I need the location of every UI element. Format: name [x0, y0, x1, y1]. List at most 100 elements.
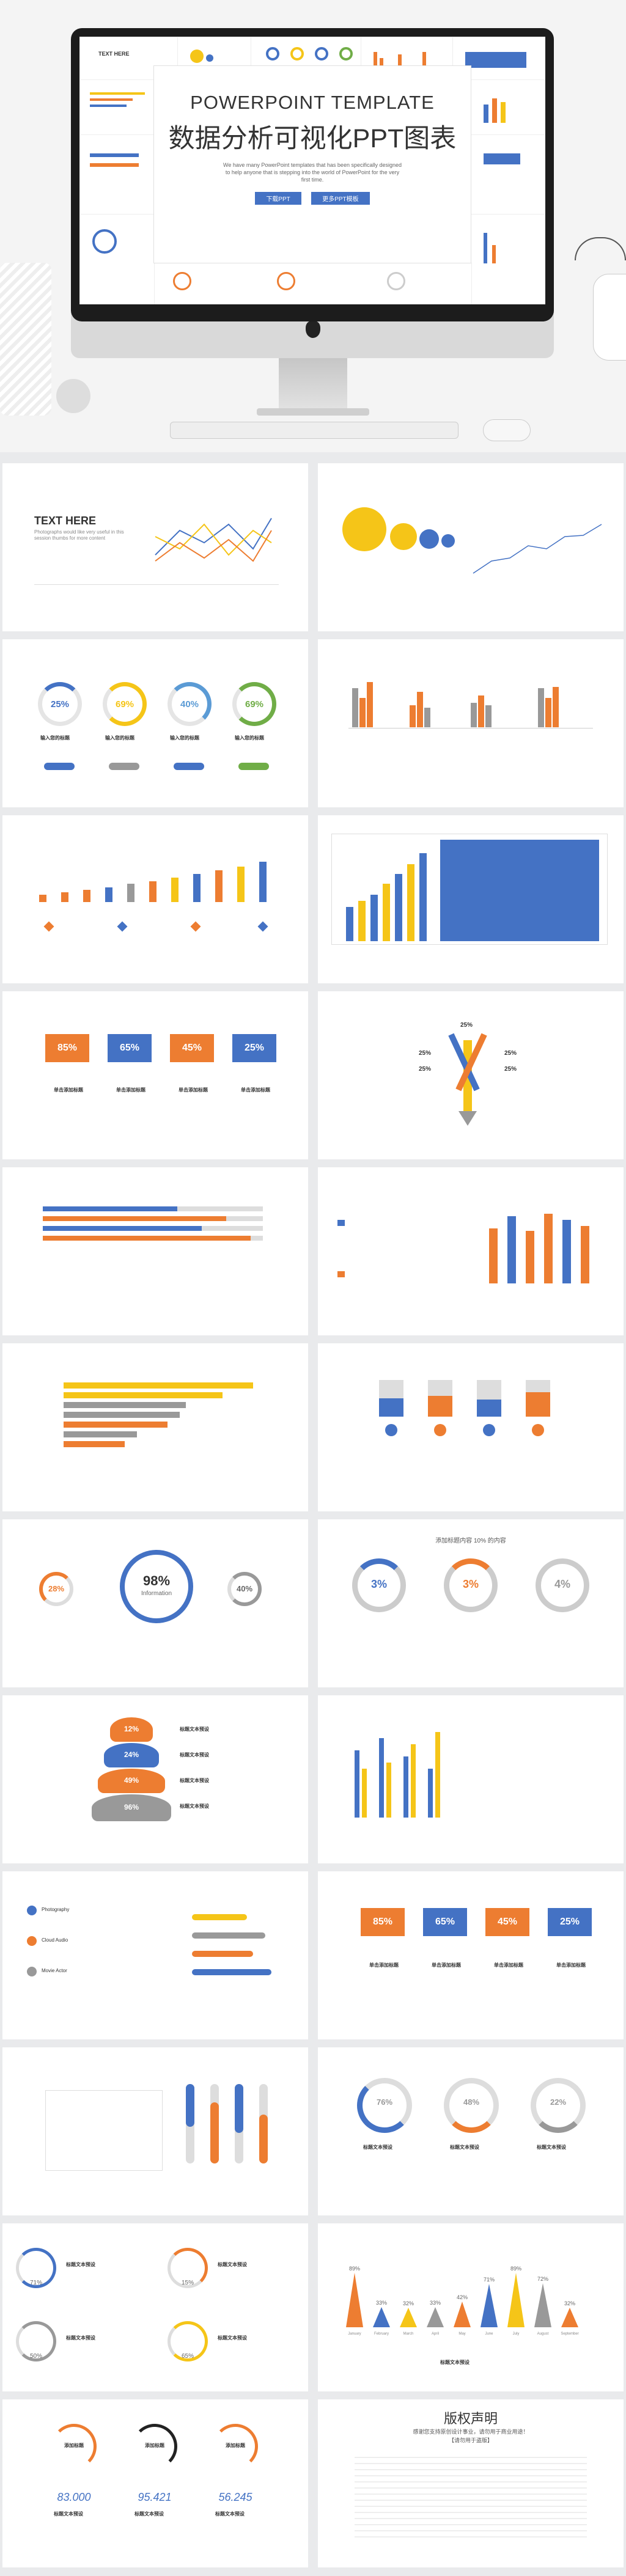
pyramid-label-1: 标题文本预设: [180, 1727, 209, 1732]
triangle-month-label: January: [348, 2332, 361, 2336]
icon-ring-label-1: 标题文本预设: [66, 2262, 95, 2267]
stat-ring-label-1: 添加标题: [64, 2443, 84, 2448]
kettle-decoration: [593, 274, 626, 361]
title-en: POWERPOINT TEMPLATE: [190, 92, 435, 113]
pencil-pct-1: 25%: [460, 1022, 473, 1029]
slide-12-stacked: [318, 1343, 624, 1511]
pyramid-percent-3: 49%: [123, 1776, 139, 1785]
thumb-9: [471, 134, 545, 215]
banner2-label-2: 单击添加标题: [432, 1962, 461, 1968]
keyboard: [170, 422, 458, 439]
title-card: POWERPOINT TEMPLATE 数据分析可视化PPT图表 We have…: [154, 66, 471, 263]
pill-button-1[interactable]: [44, 763, 75, 770]
pill-button-4[interactable]: [238, 763, 269, 770]
arc-percent-2: 48%: [463, 2097, 480, 2107]
slide-2-bubbles: [318, 463, 624, 631]
triangle-month-label: August: [537, 2332, 549, 2336]
slide-18-banners: 85% 65% 45% 25% 单击添加标题 单击添加标题 单击添加标题 单击添…: [318, 1871, 624, 2039]
hero-section: TEXT HERE: [0, 0, 626, 452]
triangle-bar: [481, 2284, 498, 2327]
more-templates-button[interactable]: 更多PPT模板: [311, 192, 370, 205]
bullet-3: Movie Actor: [42, 1968, 67, 1973]
banner-label-2: 单击添加标题: [116, 1087, 145, 1093]
triangle-bar: [400, 2308, 417, 2327]
mouse: [483, 419, 531, 441]
ring-slide-title: 添加标题内容 10% 的内容: [435, 1538, 506, 1544]
banner-label-3: 单击添加标题: [179, 1087, 208, 1093]
slide-9-hbar: [2, 1167, 308, 1335]
icon-ring-label-4: 标题文本预设: [218, 2335, 247, 2341]
triangle-value-label: 89%: [510, 2266, 521, 2272]
triangle-bar: [346, 2273, 363, 2327]
stat-ring-label-3: 添加标题: [226, 2443, 245, 2448]
ring-percent-2: 3%: [462, 1578, 479, 1590]
thumb-8: [79, 134, 155, 215]
pyramid-label-3: 标题文本预设: [180, 1778, 209, 1783]
pencil-pct-5: 25%: [504, 1066, 517, 1073]
slide-24-copyright: 版权声明 感谢您支持原创设计事业，请勿用于商业用途！ 【请勿用于盗版】: [318, 2399, 624, 2567]
triangle-month-label: April: [432, 2332, 439, 2336]
slide-title: TEXT HERE: [34, 515, 97, 527]
triangle-value-label: 32%: [403, 2300, 414, 2306]
download-button[interactable]: 下载PPT: [255, 192, 301, 205]
big-label: Information: [141, 1590, 172, 1597]
thumb-7: [471, 79, 545, 136]
right-percent: 40%: [236, 1584, 253, 1593]
triangle-value-label: 71%: [484, 2277, 495, 2283]
pyramid-label-2: 标题文本预设: [180, 1752, 209, 1758]
pill-button-2[interactable]: [109, 763, 139, 770]
banner2-percent-4: 25%: [559, 1917, 580, 1927]
stat-ring-label-2: 添加标题: [145, 2443, 164, 2448]
slide-7-banners: 85% 65% 45% 25% 单击添加标题 单击添加标题 单击添加标题 单击添…: [2, 991, 308, 1159]
triangle-value-label: 72%: [537, 2276, 548, 2282]
ring-percent-3: 4%: [554, 1578, 570, 1590]
icon-ring-percent-1: 71%: [29, 2280, 42, 2286]
slide-16-thin-bars: [318, 1695, 624, 1863]
slide-17-bullets: Photography Cloud Audio Movie Actor: [2, 1871, 308, 2039]
slide-21-icon-rings: 71% 15% 50% 65% 标题文本预设 标题文本预设 标题文本预设 标题文…: [2, 2223, 308, 2391]
icon-ring-label-2: 标题文本预设: [218, 2262, 247, 2267]
slide-13-big-circle: 28% 98% Information 40%: [2, 1519, 308, 1687]
pyramid-label-4: 标题文本预设: [180, 1804, 209, 1809]
triangle-month-label: February: [374, 2332, 389, 2336]
stat-sub-2: 标题文本预设: [134, 2511, 164, 2517]
thumbnail-grid: TEXT HERE: [79, 37, 545, 304]
donut-percent-4: 69%: [245, 699, 264, 710]
triangle-bar: [427, 2307, 444, 2327]
icon-ring-percent-4: 65%: [181, 2353, 194, 2360]
donut-label-3: 输入您的标题: [170, 735, 199, 741]
triangle-value-label: 33%: [376, 2300, 387, 2306]
thumb-11: [471, 214, 545, 304]
stat-value-2: 95.421: [138, 2491, 172, 2503]
stat-sub-1: 标题文本预设: [54, 2511, 83, 2517]
slide-3-donuts: 25% 69% 40% 69% 输入您的标题 输入您的标题 输入您的标题 输入您…: [2, 639, 308, 807]
pencil-pct-4: 25%: [418, 1066, 431, 1073]
thumb-12: [154, 263, 472, 304]
slide-14-rings: 添加标题内容 10% 的内容 3% 3% 4%: [318, 1519, 624, 1687]
bullet-2: Cloud Audio: [42, 1937, 68, 1943]
vase-decoration: [0, 263, 51, 416]
triangle-month-label: March: [403, 2332, 414, 2336]
arc-label-1: 标题文本预设: [363, 2145, 392, 2150]
apple-logo-icon: [306, 321, 320, 338]
pill-button-3[interactable]: [174, 763, 204, 770]
slide-11-hbar-yellow: [2, 1343, 308, 1511]
banner-label-1: 单击添加标题: [54, 1087, 83, 1093]
triangle-value-label: 32%: [564, 2300, 575, 2306]
thumb-title: TEXT HERE: [98, 51, 130, 57]
title-description: We have many PowerPoint templates that h…: [223, 162, 402, 183]
donut-label-2: 输入您的标题: [105, 735, 134, 741]
triangle-bar: [561, 2308, 578, 2327]
banner2-percent-2: 65%: [435, 1917, 455, 1927]
triangle-month-label: September: [561, 2332, 578, 2336]
icon-ring-percent-2: 15%: [181, 2280, 194, 2286]
arc-percent-3: 22%: [550, 2097, 567, 2107]
thumb-10: [79, 214, 155, 304]
arc-label-3: 标题文本预设: [537, 2145, 566, 2150]
triangle-bar: [534, 2283, 551, 2327]
pyramid-percent-1: 12%: [123, 1725, 139, 1733]
banner-percent-2: 65%: [119, 1043, 140, 1053]
thumb-6: [79, 79, 155, 136]
donut-percent-1: 25%: [50, 699, 70, 710]
banner2-label-3: 单击添加标题: [494, 1962, 523, 1968]
